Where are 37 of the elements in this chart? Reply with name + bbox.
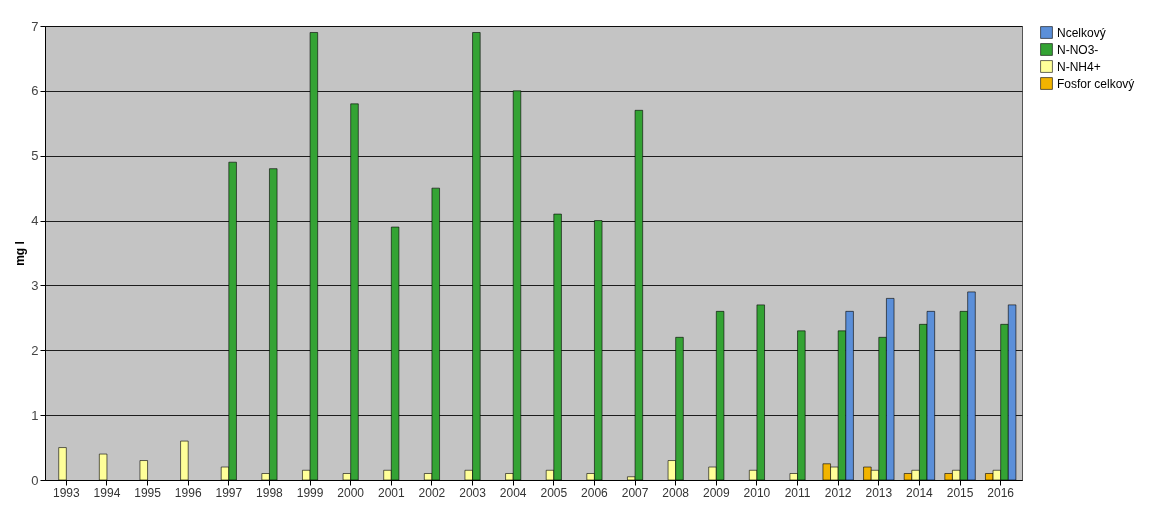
x-tick-label: 2010: [743, 485, 771, 500]
x-tick-label: 2007: [621, 485, 649, 500]
x-tick-label: 2002: [418, 485, 446, 500]
y-tick-label: 2: [31, 342, 39, 358]
x-tick-label: 2005: [540, 485, 568, 500]
y-tick-label: 1: [31, 407, 39, 423]
x-tick-label: 2000: [337, 485, 365, 500]
x-tick-label: 1999: [296, 485, 324, 500]
y-tick-label: 7: [31, 18, 39, 34]
legend-label: Ncelkový: [1057, 25, 1106, 40]
x-tick-label: 1994: [93, 485, 121, 500]
x-tick-label: 1993: [52, 485, 80, 500]
x-tick-label: 2013: [865, 485, 893, 500]
x-tick-label: 2003: [459, 485, 487, 500]
x-tick-label: 2012: [824, 485, 852, 500]
y-tick-label: 3: [31, 277, 39, 293]
y-tick-label: 4: [31, 213, 39, 229]
y-tick-label: 5: [31, 148, 39, 164]
x-tick-label: 2016: [987, 485, 1015, 500]
x-tick-label: 1998: [256, 485, 284, 500]
x-tick-label: 2004: [499, 485, 527, 500]
x-tick-label: 1997: [215, 485, 243, 500]
x-tick-label: 2009: [702, 485, 730, 500]
x-tick-label: 1995: [134, 485, 162, 500]
x-tick-label: 2006: [581, 485, 609, 500]
x-tick-label: 1996: [174, 485, 202, 500]
legend-label: Fosfor celkový: [1057, 76, 1135, 91]
legend-label: N-NO3-: [1057, 42, 1099, 57]
y-tick-label: 0: [31, 472, 39, 488]
x-tick-label: 2015: [946, 485, 974, 500]
y-tick-label: 6: [31, 83, 39, 99]
x-tick-label: 2001: [377, 485, 405, 500]
y-axis-title: mg l: [13, 241, 28, 266]
x-tick-label: 2011: [784, 485, 811, 500]
legend-label: N-NH4+: [1057, 59, 1101, 74]
x-tick-label: 2014: [906, 485, 934, 500]
x-tick-label: 2008: [662, 485, 690, 500]
